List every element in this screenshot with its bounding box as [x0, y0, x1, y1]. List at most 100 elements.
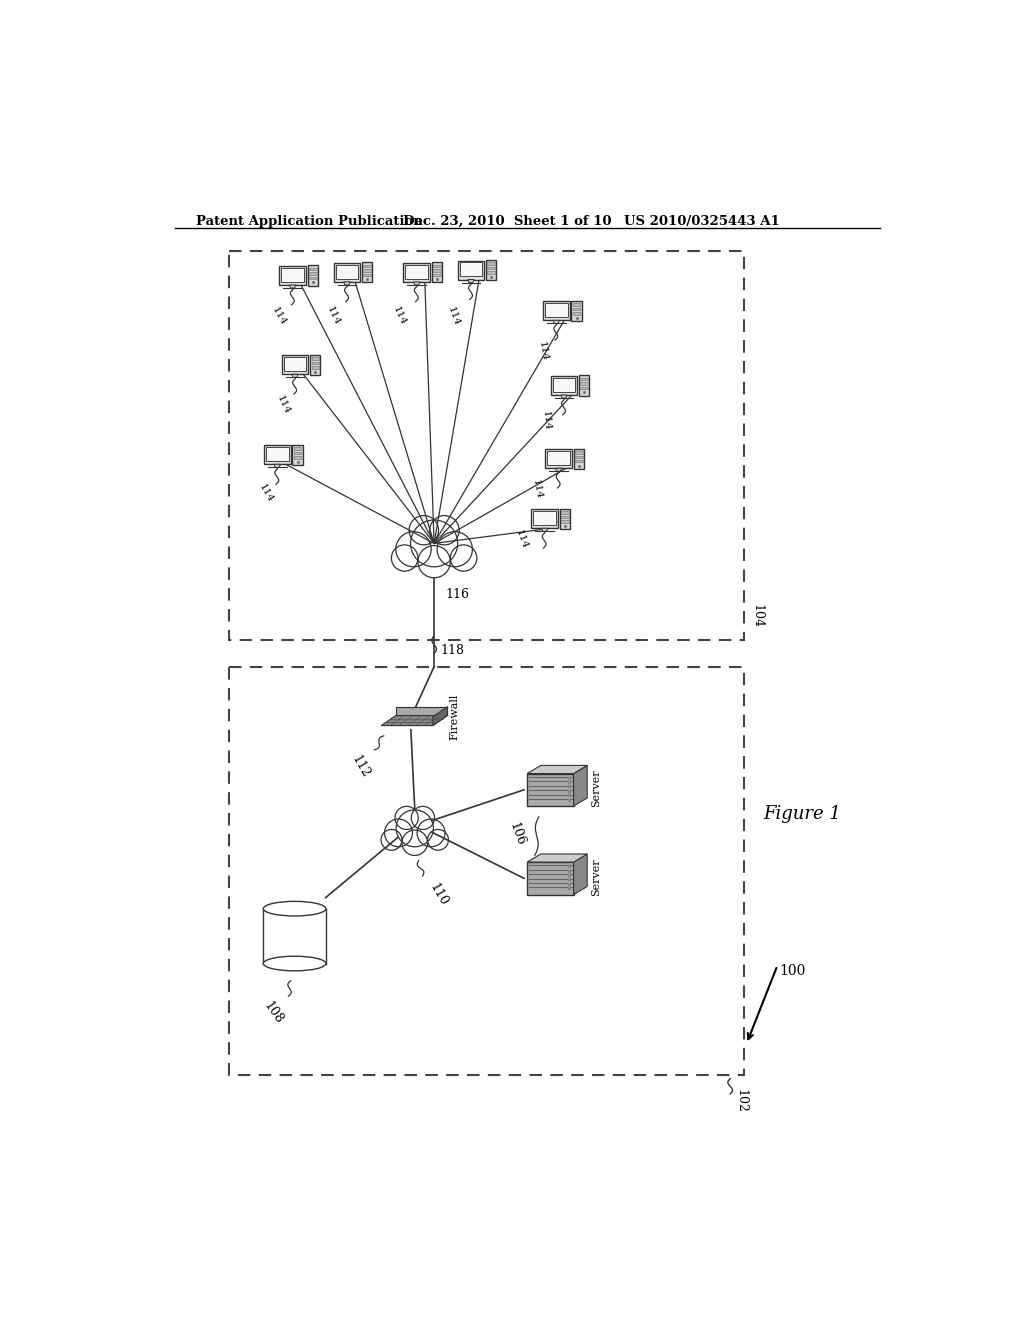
Text: 110: 110	[426, 880, 450, 908]
Polygon shape	[573, 766, 587, 807]
Bar	[308, 265, 318, 285]
Circle shape	[418, 545, 451, 578]
Text: 114: 114	[274, 393, 291, 416]
Text: 102: 102	[735, 1089, 748, 1113]
Bar	[531, 510, 558, 528]
Bar	[545, 449, 571, 469]
Bar	[228, 667, 744, 1074]
Bar	[575, 455, 583, 458]
Text: 104: 104	[751, 605, 763, 628]
Bar	[364, 273, 371, 276]
Bar	[264, 445, 291, 465]
Bar	[527, 774, 573, 807]
Circle shape	[396, 532, 431, 566]
Bar	[294, 457, 301, 458]
Polygon shape	[414, 282, 420, 285]
Polygon shape	[555, 469, 562, 471]
Text: 114: 114	[257, 483, 274, 504]
Text: 114: 114	[541, 411, 552, 430]
Bar	[309, 272, 316, 275]
Bar	[280, 265, 306, 285]
Text: 100: 100	[779, 964, 805, 978]
Circle shape	[402, 830, 428, 855]
Text: 114: 114	[270, 305, 288, 327]
Bar	[487, 267, 496, 269]
Bar	[266, 447, 289, 461]
Bar	[573, 449, 584, 469]
Ellipse shape	[263, 902, 326, 916]
Text: US 2010/0325443 A1: US 2010/0325443 A1	[624, 215, 779, 227]
Bar	[311, 362, 319, 364]
Bar	[294, 451, 301, 454]
Bar	[580, 375, 590, 396]
Text: Dec. 23, 2010  Sheet 1 of 10: Dec. 23, 2010 Sheet 1 of 10	[403, 215, 611, 227]
Text: 114: 114	[445, 305, 461, 327]
Bar	[293, 445, 303, 465]
Text: Server: Server	[591, 770, 601, 807]
Polygon shape	[290, 285, 296, 288]
Bar	[487, 272, 496, 273]
Circle shape	[428, 829, 449, 850]
Bar	[572, 308, 581, 310]
Bar	[527, 862, 573, 895]
Text: 116: 116	[445, 589, 470, 601]
Bar	[581, 387, 588, 389]
Bar	[458, 260, 484, 280]
Bar	[561, 520, 568, 523]
Polygon shape	[542, 528, 548, 532]
Text: 112: 112	[349, 752, 372, 780]
Bar	[364, 269, 371, 272]
Bar	[581, 383, 588, 385]
Bar	[263, 908, 326, 964]
Text: 118: 118	[440, 644, 464, 656]
Bar	[294, 447, 301, 450]
Text: Patent Application Publication: Patent Application Publication	[197, 215, 423, 227]
Bar	[362, 263, 373, 282]
Polygon shape	[344, 282, 350, 285]
Polygon shape	[527, 766, 587, 774]
Bar	[311, 366, 319, 368]
Bar	[571, 301, 582, 321]
Text: 114: 114	[537, 341, 549, 362]
Polygon shape	[396, 706, 447, 715]
Circle shape	[417, 818, 445, 847]
Bar	[336, 265, 358, 279]
Circle shape	[395, 807, 418, 829]
Bar	[561, 516, 568, 519]
Circle shape	[451, 545, 477, 572]
Circle shape	[396, 809, 433, 847]
Bar	[406, 265, 428, 279]
Text: Database: Database	[265, 933, 325, 946]
Bar	[543, 301, 569, 321]
Polygon shape	[553, 321, 559, 323]
Bar	[560, 508, 570, 529]
Polygon shape	[433, 706, 447, 726]
Polygon shape	[381, 715, 447, 726]
Bar	[581, 378, 588, 380]
Text: 114: 114	[391, 305, 408, 327]
Text: 108: 108	[261, 999, 286, 1027]
Circle shape	[430, 516, 459, 545]
Ellipse shape	[263, 956, 326, 970]
Bar	[551, 376, 578, 395]
Circle shape	[412, 807, 434, 829]
Text: Server: Server	[591, 858, 601, 896]
Bar	[433, 273, 441, 276]
Bar	[561, 511, 568, 513]
Bar	[460, 263, 482, 276]
Polygon shape	[527, 854, 587, 862]
Bar	[486, 260, 497, 280]
Bar	[433, 269, 441, 272]
Polygon shape	[468, 280, 474, 282]
Bar	[547, 451, 570, 465]
Text: 114: 114	[531, 479, 544, 500]
Circle shape	[381, 829, 402, 850]
Bar	[310, 355, 321, 375]
Bar	[311, 358, 319, 360]
Bar	[403, 263, 430, 282]
Circle shape	[437, 532, 472, 566]
Bar	[334, 263, 360, 282]
Bar	[432, 263, 442, 282]
Text: 114: 114	[514, 529, 529, 550]
Bar	[284, 358, 306, 371]
